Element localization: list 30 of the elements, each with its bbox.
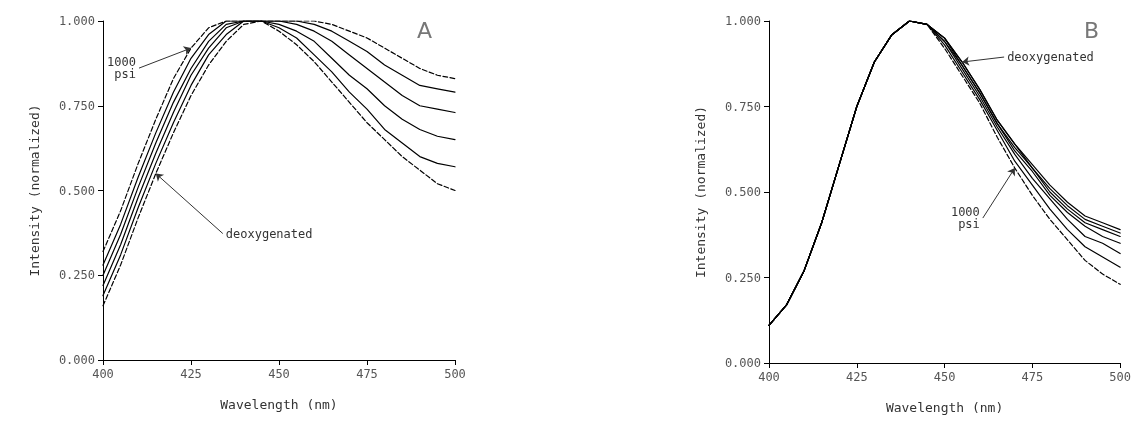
chart-title: B <box>1083 17 1099 43</box>
x-tick-label: 450 <box>933 370 956 384</box>
annotation: deoxygenated <box>1007 50 1094 65</box>
x-tick-label: 425 <box>845 370 868 384</box>
y-tick-label: 1.000 <box>58 14 95 28</box>
y-tick-label: 0.500 <box>58 183 95 198</box>
y-axis-title: Intensity (normalized) <box>693 105 708 279</box>
y-tick-label: 0.250 <box>58 268 95 283</box>
y-tick-label: 0.750 <box>58 98 95 113</box>
annotation: 1000 psi <box>950 205 980 232</box>
y-tick-label: 0.500 <box>724 185 761 199</box>
annotation: 1000 psi <box>107 55 136 82</box>
chart-title: A <box>416 17 433 43</box>
x-axis-title: Wavelength (nm) <box>885 400 1004 415</box>
x-tick-label: 450 <box>268 367 290 381</box>
x-tick-label: 500 <box>1109 370 1132 384</box>
y-axis-title: Intensity (normalized) <box>27 104 42 277</box>
y-tick-label: 0.000 <box>724 356 761 370</box>
x-tick-label: 400 <box>92 367 114 381</box>
y-tick-label: 0.000 <box>58 353 95 367</box>
x-tick-label: 475 <box>356 367 378 381</box>
annotation: deoxygenated <box>225 226 313 241</box>
x-tick-label: 500 <box>444 367 466 381</box>
y-tick-label: 1.000 <box>724 14 761 28</box>
y-tick-label: 0.250 <box>724 270 761 285</box>
x-tick-label: 475 <box>1021 370 1044 384</box>
x-tick-label: 425 <box>180 367 202 381</box>
x-axis-title: Wavelength (nm) <box>220 397 338 412</box>
x-tick-label: 400 <box>758 370 780 384</box>
y-tick-label: 0.750 <box>724 99 761 114</box>
